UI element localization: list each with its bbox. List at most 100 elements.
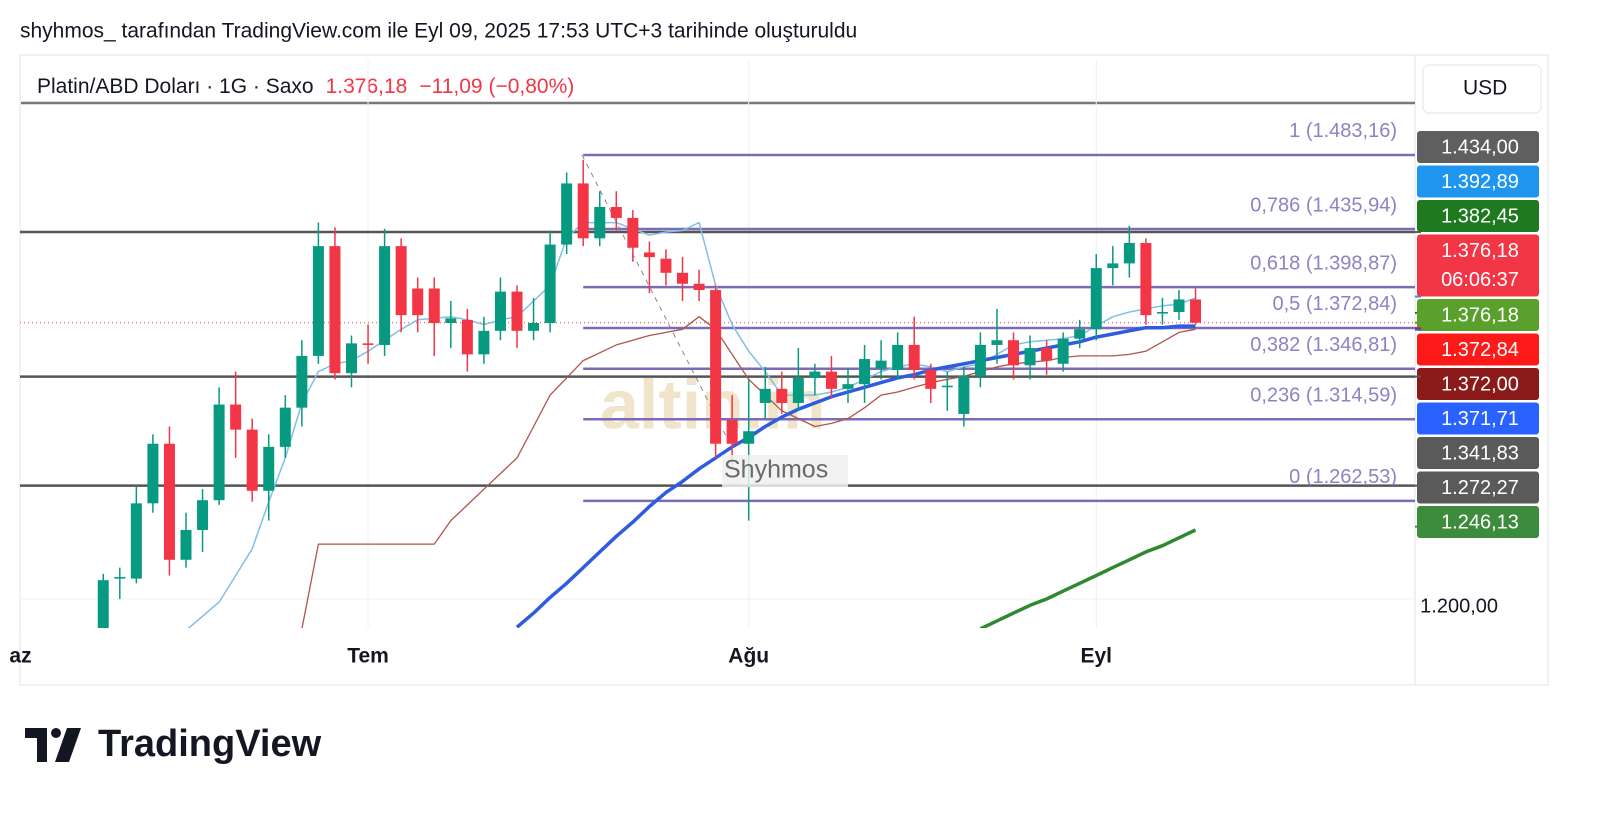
candle-body xyxy=(428,288,440,323)
price-label-box xyxy=(1417,131,1539,163)
candle-body xyxy=(892,344,904,371)
candle-body xyxy=(1123,243,1135,264)
price-label-box xyxy=(1417,165,1539,198)
candle-body xyxy=(693,283,705,291)
candle-body xyxy=(528,322,540,331)
candle-body xyxy=(445,318,457,323)
candle-body xyxy=(197,500,209,530)
candle-body xyxy=(941,385,953,388)
fib-label: 0,618 (1.398,87) xyxy=(1250,252,1397,274)
candle-body xyxy=(279,407,291,447)
candle-body xyxy=(1008,340,1019,366)
symbol-legend: Platin/ABD Doları · 1G · Saxo 1.376,18 −11… xyxy=(37,75,574,98)
logo-slash xyxy=(55,728,81,762)
candle-body xyxy=(461,319,473,355)
candle-body xyxy=(395,246,407,316)
candle-body xyxy=(743,431,755,444)
candle-body xyxy=(544,244,556,323)
candle-body xyxy=(759,388,771,403)
candle-body xyxy=(1140,243,1152,316)
candle-body xyxy=(296,355,308,408)
price-label-box xyxy=(1417,200,1539,232)
price-label: 1.371,71 xyxy=(1441,408,1519,430)
candle-body xyxy=(379,246,391,345)
price-label: 1.372,84 xyxy=(1441,339,1519,361)
indicator-line xyxy=(979,528,1197,628)
candle-body xyxy=(478,330,490,355)
candle-body xyxy=(494,291,506,331)
candle-body xyxy=(329,246,341,374)
candle-body xyxy=(1041,348,1053,361)
countdown: 06:06:37 xyxy=(1441,269,1519,291)
candle-body xyxy=(1074,329,1086,339)
price-label-box xyxy=(1417,437,1539,469)
plot-area: altin.in xyxy=(20,60,1415,628)
watermark-author: Shyhmos xyxy=(724,456,828,484)
candle-body xyxy=(908,344,920,371)
candle-body xyxy=(312,246,324,356)
candle-body xyxy=(130,503,142,579)
candle-body xyxy=(958,376,970,414)
price-label: 1.372,00 xyxy=(1441,373,1519,395)
fib-label: 0,786 (1.435,94) xyxy=(1250,194,1397,216)
candle-body xyxy=(627,217,639,248)
candle-body xyxy=(710,290,722,444)
footer-logo xyxy=(25,728,81,762)
candle-body xyxy=(1024,348,1036,366)
x-tick-label: Eyl xyxy=(1080,645,1112,668)
candle-body xyxy=(792,377,804,403)
candle-body xyxy=(875,360,887,369)
candle-body xyxy=(726,420,738,444)
price-label: 1.376,18 xyxy=(1441,304,1519,326)
candle-body xyxy=(643,252,655,258)
price-label: 1.246,13 xyxy=(1441,511,1519,533)
credit: shyhmos_ tarafından TradingView.com ile … xyxy=(20,20,857,43)
candle-body xyxy=(1107,263,1119,269)
candle-body xyxy=(1173,299,1185,313)
candle-body xyxy=(97,580,109,628)
candle-body xyxy=(577,183,589,239)
candle-body xyxy=(1057,338,1069,364)
candle-body xyxy=(163,443,175,560)
candle-body xyxy=(180,529,192,560)
price-label-box xyxy=(1417,402,1539,435)
price-label-box xyxy=(1417,506,1539,538)
candle-body xyxy=(263,446,275,491)
candle-body xyxy=(825,371,837,389)
logo-mark xyxy=(25,728,47,762)
candle-body xyxy=(412,288,424,316)
candle-body xyxy=(594,206,606,239)
candle-body xyxy=(114,577,126,579)
author-tag-bg xyxy=(722,455,848,487)
candle-body xyxy=(147,443,159,504)
candle-body xyxy=(362,343,374,345)
currency[interactable]: USD xyxy=(1463,77,1507,100)
price-label: 1.341,83 xyxy=(1441,442,1519,464)
currency-button[interactable] xyxy=(1422,64,1542,114)
candle-body xyxy=(1090,268,1102,330)
price-label-box xyxy=(1417,368,1539,400)
candle-body xyxy=(1156,312,1168,314)
price-change: −11,09 (−0,80%) xyxy=(419,75,574,98)
candle-body xyxy=(859,359,871,385)
price-label-box xyxy=(1417,234,1539,297)
fib-label: 0 (1.262,53) xyxy=(1289,466,1397,488)
price-label: 1.382,45 xyxy=(1441,205,1519,227)
x-tick-label: az xyxy=(9,645,31,668)
candle-body xyxy=(561,183,573,245)
candle-body xyxy=(230,404,242,430)
indicator-line xyxy=(515,324,1196,628)
fib-label: 1 (1.483,16) xyxy=(1289,120,1397,142)
candle-body xyxy=(660,258,672,273)
price-label-box xyxy=(1417,471,1539,504)
candle-body xyxy=(346,343,357,374)
candle-body xyxy=(991,340,1003,345)
candle-body xyxy=(842,384,854,389)
x-tick-label: Ağu xyxy=(728,645,769,668)
price-label: 1.272,27 xyxy=(1441,477,1519,499)
x-tick-label: Tem xyxy=(347,645,389,668)
last-price: 1.376,18 xyxy=(326,75,408,98)
fib-label: 0,236 (1.314,59) xyxy=(1250,385,1397,407)
candle-body xyxy=(213,404,225,501)
